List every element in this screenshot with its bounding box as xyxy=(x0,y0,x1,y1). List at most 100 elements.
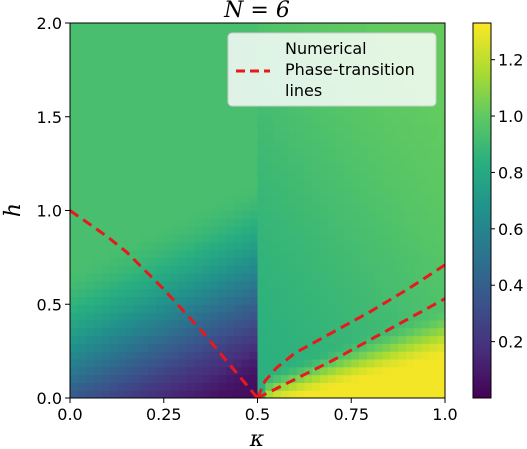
heatmap-cell xyxy=(280,233,290,243)
heatmap-cell xyxy=(429,358,438,368)
heatmap-cell xyxy=(398,296,407,305)
heatmap-cell xyxy=(226,233,235,243)
heatmap-cell xyxy=(187,116,196,126)
heatmap-cell xyxy=(109,312,118,321)
heatmap-cell xyxy=(124,390,134,398)
heatmap-cell xyxy=(77,54,87,63)
heatmap-cell xyxy=(382,132,391,141)
heatmap-cell xyxy=(171,280,180,290)
heatmap-cell xyxy=(155,171,165,180)
heatmap-cell xyxy=(202,218,212,227)
heatmap-cell xyxy=(351,335,360,344)
heatmap-cell xyxy=(405,280,415,290)
heatmap-cell xyxy=(179,366,188,376)
heatmap-cell xyxy=(202,351,212,360)
heatmap-cell xyxy=(116,187,126,196)
heatmap-cell xyxy=(273,280,282,290)
heatmap-cell xyxy=(421,210,430,219)
heatmap-cell xyxy=(382,171,391,180)
heatmap-cell xyxy=(163,124,173,133)
heatmap-cell xyxy=(374,202,384,212)
heatmap-cell xyxy=(413,23,423,32)
heatmap-cell xyxy=(132,249,141,258)
heatmap-cell xyxy=(413,148,423,157)
heatmap-cell xyxy=(320,179,329,188)
heatmap-cell xyxy=(421,304,430,313)
heatmap-cell xyxy=(226,124,235,133)
heatmap-cell xyxy=(288,288,298,298)
heatmap-cell xyxy=(77,140,87,149)
heatmap-cell xyxy=(124,296,134,305)
heatmap-cell xyxy=(265,218,274,227)
heatmap-cell xyxy=(288,319,298,329)
heatmap-cell xyxy=(70,140,79,149)
heatmap-cell xyxy=(390,155,399,165)
heatmap-cell xyxy=(109,218,118,227)
heatmap-cell xyxy=(343,202,352,212)
heatmap-cell xyxy=(148,374,157,383)
heatmap-cell xyxy=(249,226,259,235)
heatmap-cell xyxy=(202,226,212,235)
heatmap-cell xyxy=(116,241,126,251)
heatmap-cell xyxy=(374,265,384,274)
heatmap-cell xyxy=(280,218,290,227)
heatmap-cell xyxy=(124,312,134,321)
heatmap-cell xyxy=(155,351,165,360)
heatmap-cell xyxy=(93,390,102,398)
heatmap-cell xyxy=(288,390,298,398)
heatmap-cell xyxy=(163,358,173,368)
heatmap-cell xyxy=(265,335,274,344)
heatmap-cell xyxy=(77,179,87,188)
heatmap-cell xyxy=(140,85,149,94)
heatmap-cell xyxy=(155,210,165,219)
heatmap-cell xyxy=(257,382,266,391)
heatmap-cell xyxy=(148,202,157,212)
heatmap-cell xyxy=(343,108,352,118)
heatmap-cell xyxy=(405,108,415,118)
heatmap-cell xyxy=(155,46,165,55)
heatmap-cell xyxy=(429,288,438,298)
heatmap-cell xyxy=(421,288,430,298)
heatmap-cell xyxy=(359,163,368,173)
heatmap-cell xyxy=(351,233,360,243)
heatmap-cell xyxy=(179,273,188,282)
heatmap-cell xyxy=(171,46,180,55)
heatmap-cell xyxy=(366,296,376,305)
heatmap-cell xyxy=(359,249,368,258)
heatmap-cell xyxy=(93,374,102,383)
heatmap-cell xyxy=(421,108,430,118)
heatmap-cell xyxy=(93,163,102,173)
heatmap-cell xyxy=(163,38,173,48)
heatmap-cell xyxy=(257,116,266,126)
heatmap-cell xyxy=(320,171,329,180)
heatmap-cell xyxy=(343,358,352,368)
heatmap-cell xyxy=(226,265,235,274)
heatmap-cell xyxy=(304,382,313,391)
heatmap-cell xyxy=(382,233,391,243)
heatmap-cell xyxy=(429,382,438,391)
heatmap-cell xyxy=(70,288,79,298)
heatmap-cell xyxy=(241,218,251,227)
heatmap-cell xyxy=(179,46,188,55)
heatmap-cell xyxy=(124,69,134,79)
heatmap-cell xyxy=(202,358,212,368)
heatmap-cell xyxy=(343,280,352,290)
heatmap-cell xyxy=(124,140,134,149)
heatmap-cell xyxy=(327,241,337,251)
heatmap-cell xyxy=(171,23,180,32)
heatmap-cell xyxy=(77,273,87,282)
heatmap-cell xyxy=(421,382,430,391)
heatmap-cell xyxy=(163,108,173,118)
heatmap-cell xyxy=(195,108,204,118)
heatmap-cell xyxy=(202,319,212,329)
heatmap-cell xyxy=(327,171,337,180)
heatmap-cell xyxy=(280,335,290,344)
heatmap-cell xyxy=(366,202,376,212)
heatmap-cell xyxy=(320,265,329,274)
heatmap-cell xyxy=(163,23,173,32)
heatmap-cell xyxy=(382,265,391,274)
heatmap-cell xyxy=(343,124,352,133)
heatmap-cell xyxy=(109,226,118,235)
heatmap-cell xyxy=(195,265,204,274)
x-tick-label: 0.0 xyxy=(57,405,82,424)
